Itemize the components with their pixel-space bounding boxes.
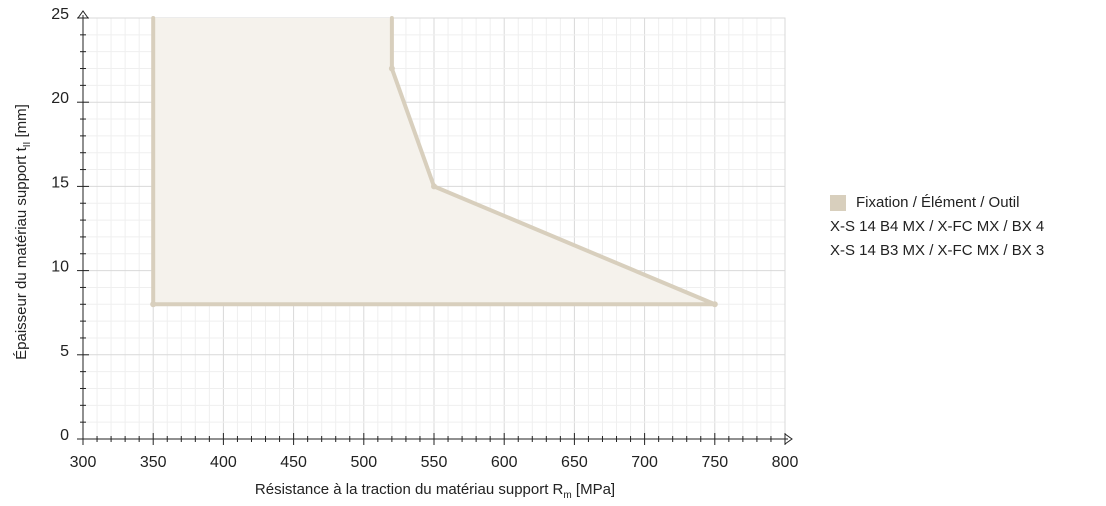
x-tick-label: 500 — [350, 454, 377, 471]
y-tick-label: 25 — [51, 6, 69, 23]
legend-entry: X-S 14 B4 MX / X-FC MX / BX 4 — [830, 218, 1045, 235]
x-tick-label: 700 — [631, 454, 658, 471]
series-line — [151, 16, 717, 307]
y-axis-title-unit: [mm] — [13, 104, 30, 142]
x-axis-title: Résistance à la traction du matériau sup… — [255, 481, 615, 501]
x-tick-label: 400 — [210, 454, 237, 471]
y-tick-label: 15 — [51, 174, 69, 191]
y-axis-title-subscript: II — [22, 142, 33, 148]
data-area — [150, 16, 718, 308]
legend: Fixation / Élément / Outil X-S 14 B4 MX … — [830, 191, 1044, 263]
legend-header-label: Fixation / Élément / Outil — [856, 194, 1020, 211]
y-tick-labels: 0 5 10 15 20 25 — [51, 6, 69, 444]
data-point — [431, 183, 437, 190]
x-tick-label: 550 — [421, 454, 448, 471]
y-axis-title: Épaisseur du matériau support tII [mm] — [13, 104, 33, 360]
data-point — [711, 301, 718, 308]
y-axis-title-main: Épaisseur du matériau support t — [13, 146, 30, 359]
x-axis-title-main: Résistance à la traction du matériau sup… — [255, 481, 564, 498]
x-tick-label: 300 — [70, 454, 97, 471]
x-tick-label: 800 — [772, 454, 799, 471]
x-axis-title-subscript: m — [563, 490, 571, 501]
y-tick-label: 0 — [60, 427, 69, 444]
legend-swatch — [830, 195, 846, 211]
x-tick-label: 600 — [491, 454, 518, 471]
x-axis-title-unit: [MPa] — [572, 481, 615, 498]
y-tick-label: 5 — [60, 343, 69, 360]
axes — [77, 10, 793, 445]
x-tick-label: 750 — [701, 454, 728, 471]
series-fill — [153, 18, 715, 305]
data-point — [388, 65, 395, 72]
legend-header: Fixation / Élément / Outil — [830, 191, 1044, 215]
y-tick-label: 10 — [51, 259, 69, 276]
y-tick-label: 20 — [51, 90, 69, 107]
data-point — [150, 301, 157, 308]
y-axis-arrow — [77, 10, 89, 19]
x-tick-label: 350 — [140, 454, 167, 471]
legend-entry: X-S 14 B3 MX / X-FC MX / BX 3 — [830, 242, 1045, 259]
x-tick-label: 650 — [561, 454, 588, 471]
x-tick-labels: 300 350 400 450 500 550 600 650 700 750 800 — [70, 454, 799, 471]
x-tick-label: 450 — [280, 454, 307, 471]
x-axis-arrow — [784, 433, 793, 445]
